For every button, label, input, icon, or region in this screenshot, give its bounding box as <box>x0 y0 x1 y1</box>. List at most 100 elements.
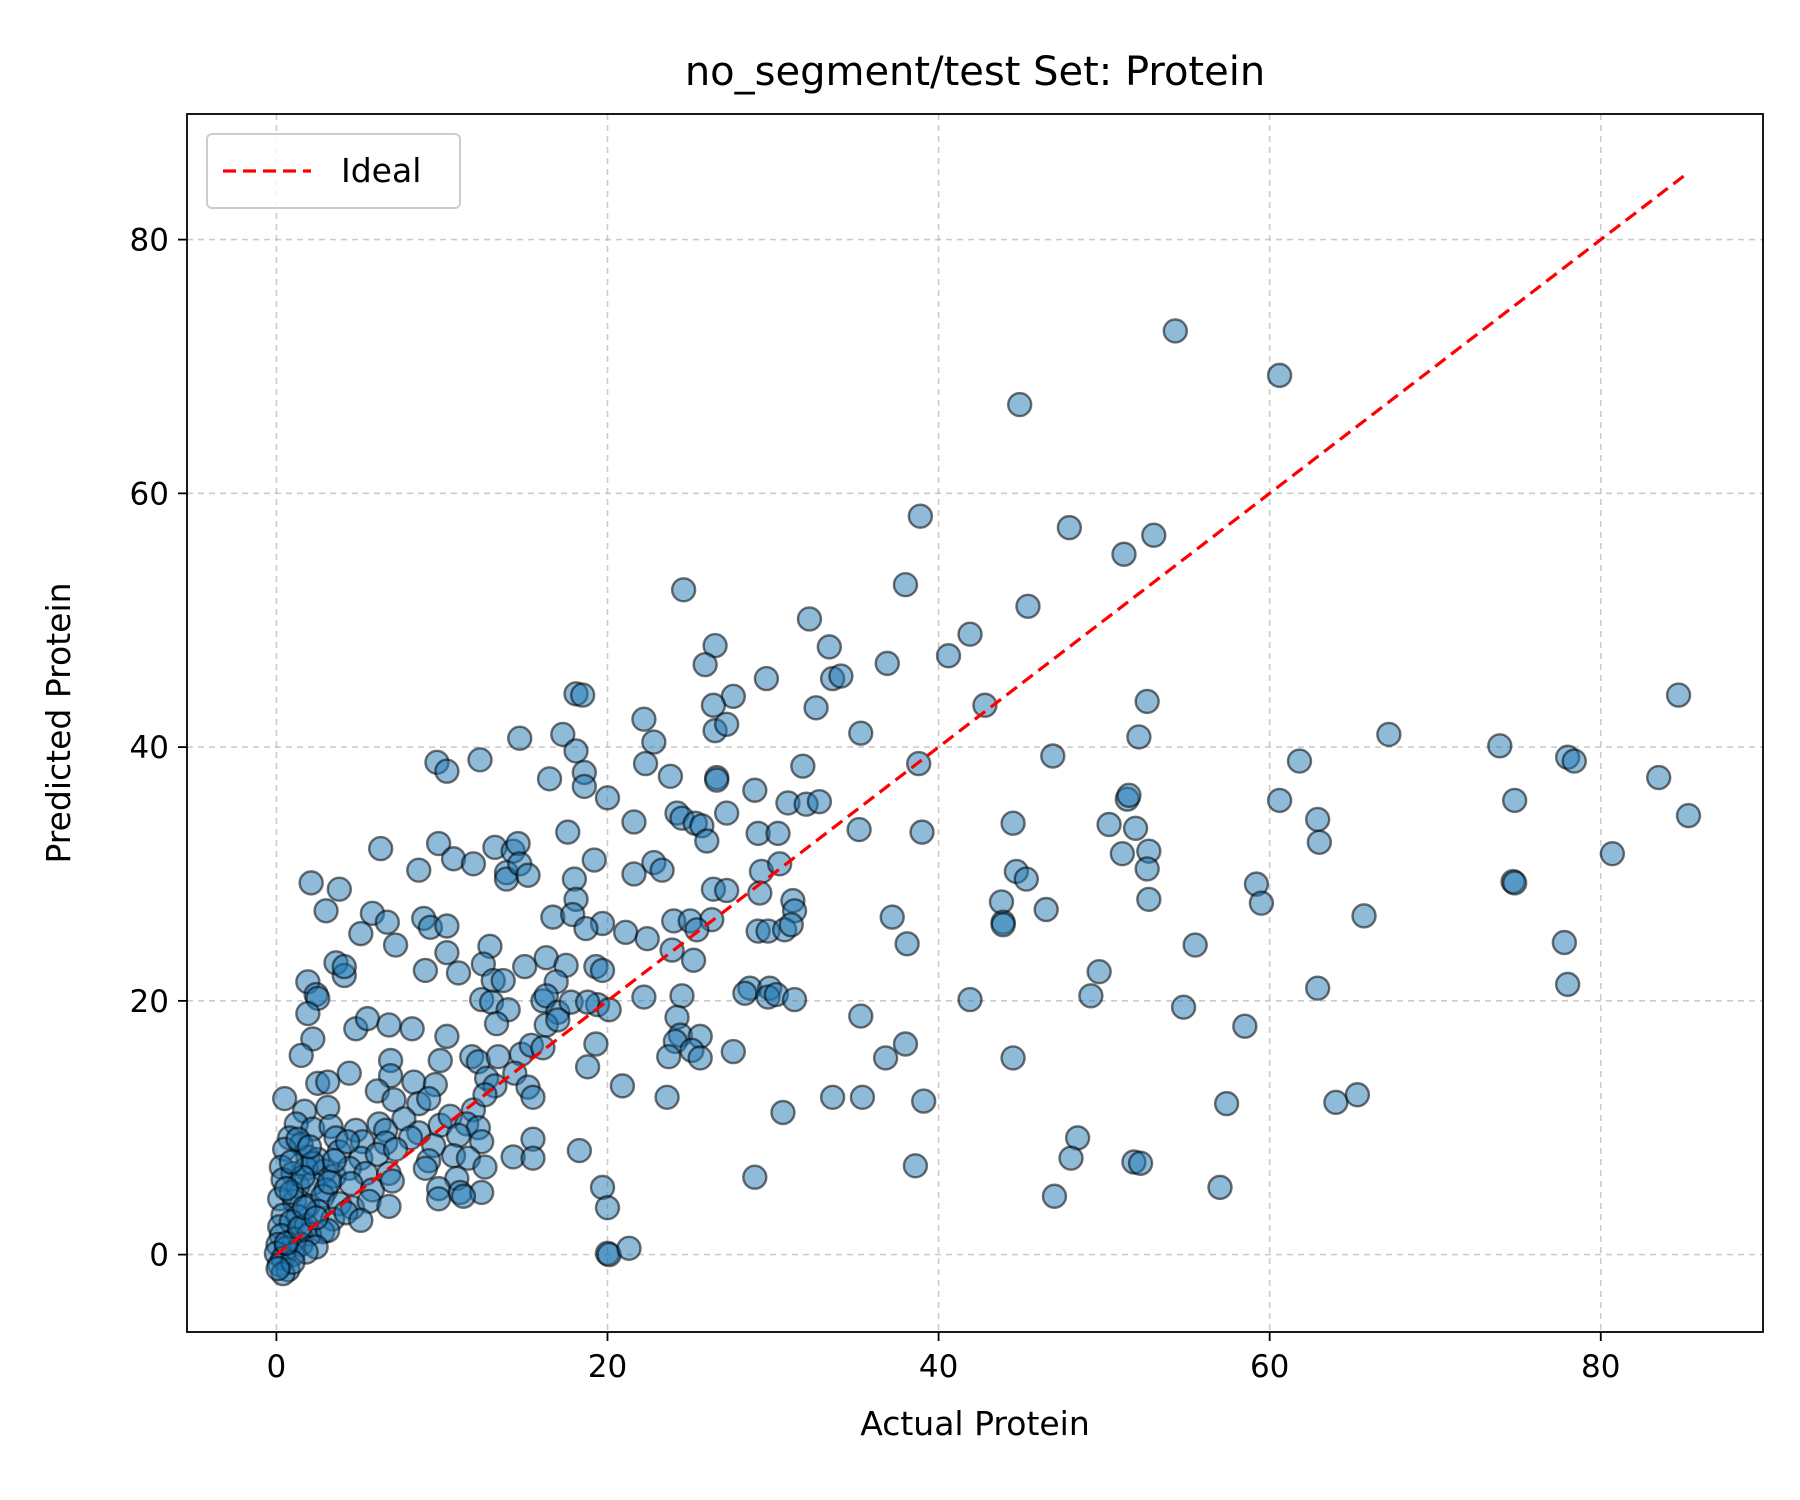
data-point <box>753 665 780 692</box>
data-point <box>1344 1082 1371 1108</box>
data-point <box>700 692 727 718</box>
data-point <box>483 1010 510 1037</box>
data-point <box>545 1007 571 1033</box>
x-tick-label: 40 <box>919 1349 958 1385</box>
data-point <box>415 1085 442 1112</box>
data-point <box>1111 541 1137 567</box>
data-point <box>1182 932 1208 958</box>
data-point <box>313 898 339 924</box>
data-point <box>1096 811 1122 838</box>
data-point <box>828 663 854 689</box>
chart-title: no_segment/test Set: Protein <box>685 49 1265 95</box>
x-tick-label: 80 <box>1581 1349 1620 1385</box>
data-point <box>331 953 357 980</box>
y-tick-label: 60 <box>130 476 169 512</box>
data-point <box>399 1016 425 1042</box>
data-point <box>1086 958 1112 985</box>
data-point <box>348 920 374 947</box>
data-point <box>1056 514 1083 541</box>
plot-frame <box>186 113 1764 1333</box>
data-point <box>621 809 647 835</box>
data-point <box>581 847 607 873</box>
x-tick-label: 20 <box>588 1349 627 1385</box>
data-point <box>271 1085 298 1112</box>
data-point <box>781 986 808 1013</box>
data-point <box>1501 870 1528 896</box>
data-point <box>612 919 639 946</box>
legend-box <box>206 133 461 209</box>
data-point <box>412 1155 439 1182</box>
data-point <box>649 857 675 883</box>
data-point <box>1040 743 1066 769</box>
data-point <box>574 1054 601 1080</box>
data-point <box>1351 903 1377 929</box>
data-point <box>594 785 621 811</box>
data-point <box>520 1084 546 1110</box>
data-point <box>790 753 816 779</box>
data-point <box>872 1045 899 1071</box>
data-point <box>732 980 758 1006</box>
data-point <box>295 1000 321 1027</box>
data-point <box>434 939 460 966</box>
data-point <box>520 1145 546 1171</box>
data-point <box>1323 1089 1349 1116</box>
data-point <box>806 788 833 815</box>
data-point <box>742 1164 768 1190</box>
y-tick-label: 0 <box>149 1238 169 1274</box>
data-point <box>555 819 581 845</box>
data-point <box>669 983 695 1009</box>
data-point <box>694 828 720 854</box>
data-point <box>334 1128 361 1155</box>
data-point <box>434 758 460 784</box>
data-point <box>354 1005 381 1032</box>
data-point <box>892 1031 919 1057</box>
data-point <box>515 862 541 888</box>
data-point <box>1134 856 1160 882</box>
data-point <box>382 932 409 958</box>
data-point <box>367 835 394 862</box>
data-point <box>621 861 647 887</box>
data-point <box>1306 829 1333 855</box>
data-point <box>1116 782 1142 809</box>
data-point <box>1266 362 1293 389</box>
data-point <box>278 1149 304 1175</box>
y-axis-ticks: 0 20 40 60 80 <box>130 223 187 1274</box>
data-point <box>583 1031 609 1057</box>
data-point <box>766 851 793 877</box>
data-point <box>816 634 843 660</box>
x-axis-label: Actual Protein <box>860 1404 1090 1443</box>
data-point <box>1058 1145 1084 1171</box>
data-point <box>425 1186 452 1212</box>
data-point <box>713 711 740 737</box>
data-point <box>1213 1090 1240 1117</box>
data-point <box>848 1003 874 1029</box>
data-point <box>569 682 596 708</box>
data-point <box>1122 815 1149 842</box>
data-point <box>1127 1150 1154 1176</box>
data-point <box>288 1042 314 1069</box>
data-point <box>376 1012 402 1038</box>
data-point <box>616 1235 642 1261</box>
y-tick-label: 80 <box>130 223 169 259</box>
x-axis-ticks: 0 20 40 60 80 <box>267 1332 1620 1385</box>
data-point <box>907 503 934 529</box>
data-point <box>909 819 935 845</box>
data-point <box>990 912 1016 938</box>
data-point <box>594 1194 621 1221</box>
data-point <box>1665 682 1692 708</box>
data-point <box>656 1043 682 1070</box>
data-point <box>879 904 905 930</box>
data-point <box>374 909 401 935</box>
data-point <box>1015 593 1041 619</box>
data-point <box>742 777 768 803</box>
data-point <box>490 967 516 994</box>
data-point <box>1170 994 1197 1020</box>
data-point <box>641 729 667 755</box>
data-point <box>450 1183 477 1209</box>
data-point <box>265 1255 291 1282</box>
data-point <box>1126 724 1152 750</box>
data-point <box>1599 840 1626 867</box>
data-point <box>468 1128 495 1155</box>
data-point <box>571 773 598 800</box>
